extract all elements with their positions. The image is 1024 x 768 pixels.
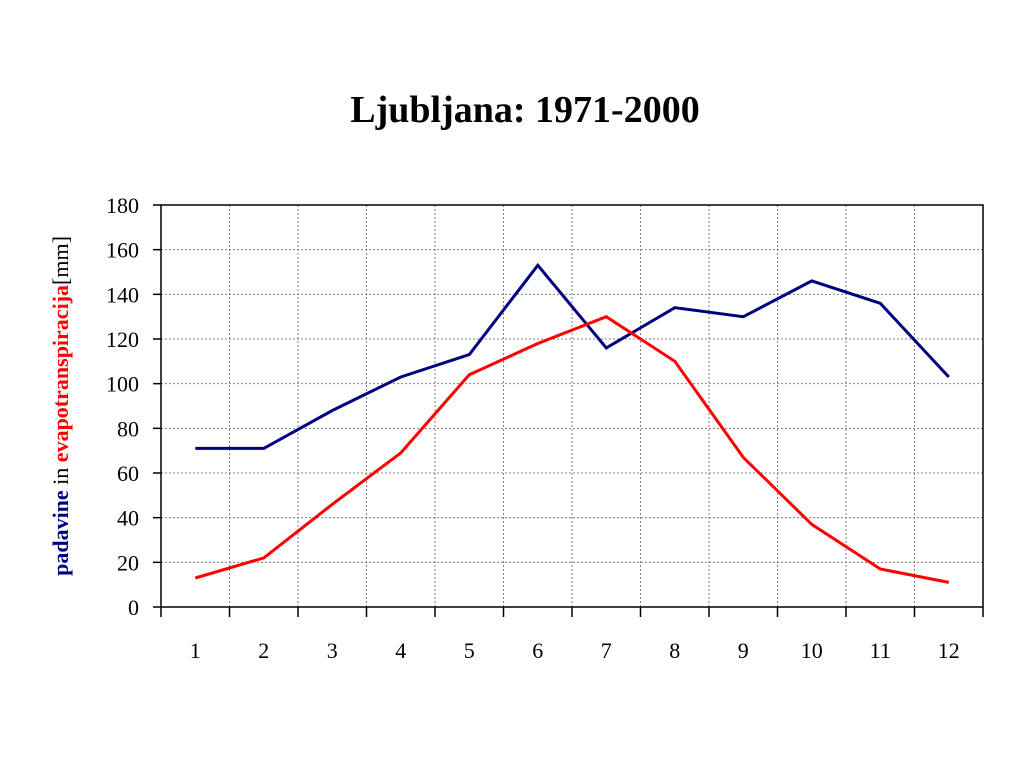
grid: [161, 205, 983, 607]
y-axis-label-part: padavine: [48, 490, 73, 576]
x-tick-label: 2: [258, 638, 269, 663]
y-tick-label: 80: [117, 416, 139, 441]
y-tick-label: 40: [117, 506, 139, 531]
y-tick-label: 20: [117, 550, 139, 575]
y-axis-label-part: evapotranspiracija: [48, 285, 73, 462]
x-tick-label: 12: [938, 638, 960, 663]
series-line-1: [195, 262, 950, 450]
x-tick-label: 11: [870, 638, 891, 663]
series-line-2: [194, 315, 950, 584]
x-tick-label: 4: [395, 638, 406, 663]
x-tick-label: 3: [327, 638, 338, 663]
x-tick-label: 8: [669, 638, 680, 663]
y-tick-label: 160: [106, 238, 139, 263]
chart-title: Ljubljana: 1971-2000: [350, 89, 700, 131]
y-axis-label: padavine in evapotranspiracija[mm]: [48, 236, 73, 576]
x-tick-label: 9: [738, 638, 749, 663]
x-tick-label: 5: [464, 638, 475, 663]
x-tick-label: 6: [532, 638, 543, 663]
x-tick-label: 7: [601, 638, 612, 663]
y-tick-label: 180: [106, 193, 139, 218]
x-tick-label: 1: [190, 638, 201, 663]
y-tick-label: 120: [106, 327, 139, 352]
series: [194, 262, 950, 584]
y-tick-label: 100: [106, 372, 139, 397]
x-tick-label: 10: [801, 638, 823, 663]
y-tick-label: 60: [117, 461, 139, 486]
y-tick-label: 0: [128, 595, 139, 620]
axes: [153, 204, 984, 617]
y-axis-label-part: [mm]: [48, 236, 73, 285]
y-axis-label-part: in: [48, 462, 73, 490]
y-tick-label: 140: [106, 282, 139, 307]
